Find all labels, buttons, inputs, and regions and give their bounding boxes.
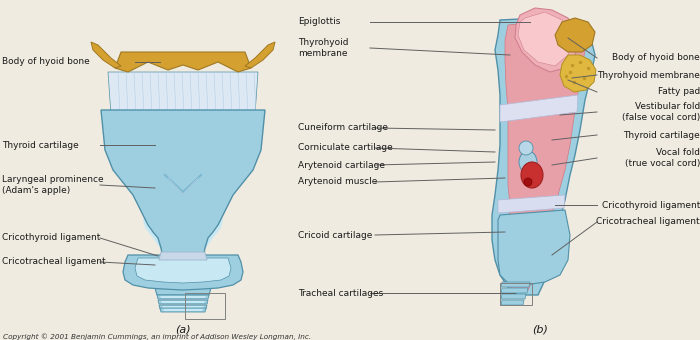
Text: Arytenoid cartilage: Arytenoid cartilage: [298, 160, 385, 170]
Text: Laryngeal prominence
(Adam's apple): Laryngeal prominence (Adam's apple): [2, 175, 104, 195]
Text: Copyright © 2001 Benjamin Cummings, an imprint of Addison Wesley Longman, Inc.: Copyright © 2001 Benjamin Cummings, an i…: [3, 334, 311, 340]
Text: Corniculate cartilage: Corniculate cartilage: [298, 143, 393, 153]
Polygon shape: [518, 12, 572, 66]
Bar: [500, 283, 532, 305]
Polygon shape: [161, 301, 205, 303]
Text: Cricotracheal ligament: Cricotracheal ligament: [2, 257, 106, 267]
Polygon shape: [501, 294, 526, 299]
Polygon shape: [160, 308, 206, 312]
Text: Thyrohyoid membrane: Thyrohyoid membrane: [597, 70, 700, 80]
Polygon shape: [160, 296, 206, 298]
Polygon shape: [515, 8, 578, 72]
Polygon shape: [560, 55, 596, 92]
Polygon shape: [157, 295, 209, 299]
Text: Thyrohyoid
membrane: Thyrohyoid membrane: [298, 38, 349, 58]
Polygon shape: [505, 22, 585, 290]
Text: Cuneiform cartilage: Cuneiform cartilage: [298, 123, 388, 133]
Text: Vestibular fold
(false vocal cord): Vestibular fold (false vocal cord): [622, 102, 700, 122]
Ellipse shape: [521, 162, 543, 188]
Text: Arytenoid muscle: Arytenoid muscle: [298, 177, 377, 187]
Polygon shape: [555, 18, 595, 52]
Polygon shape: [162, 306, 204, 308]
Polygon shape: [159, 252, 207, 260]
Polygon shape: [155, 288, 211, 295]
Polygon shape: [501, 282, 530, 287]
Text: Thyroid cartilage: Thyroid cartilage: [623, 131, 700, 139]
Bar: [185, 293, 225, 319]
Text: Epiglottis: Epiglottis: [298, 17, 340, 27]
Ellipse shape: [519, 141, 533, 155]
Polygon shape: [115, 52, 251, 72]
Text: Body of hyoid bone: Body of hyoid bone: [612, 53, 700, 63]
Polygon shape: [492, 18, 595, 295]
Polygon shape: [108, 72, 258, 115]
Polygon shape: [498, 195, 565, 213]
Polygon shape: [101, 110, 265, 262]
Polygon shape: [501, 288, 528, 293]
Polygon shape: [111, 115, 255, 256]
Text: Tracheal cartilages: Tracheal cartilages: [298, 289, 384, 298]
Polygon shape: [500, 95, 578, 122]
Text: Cricothyroid ligament: Cricothyroid ligament: [2, 234, 100, 242]
Text: Vocal fold
(true vocal cord): Vocal fold (true vocal cord): [624, 148, 700, 168]
Polygon shape: [500, 248, 555, 260]
Polygon shape: [123, 255, 243, 290]
Text: Body of hyoid bone: Body of hyoid bone: [2, 57, 90, 67]
Text: (a): (a): [175, 325, 191, 335]
Ellipse shape: [519, 151, 537, 173]
Text: (b): (b): [532, 325, 548, 335]
Polygon shape: [91, 42, 121, 68]
Polygon shape: [501, 300, 524, 305]
Text: Cricotracheal ligament: Cricotracheal ligament: [596, 218, 700, 226]
Polygon shape: [135, 258, 231, 283]
Text: Cricoid cartilage: Cricoid cartilage: [298, 231, 372, 239]
Polygon shape: [498, 210, 570, 285]
Text: Cricothyroid ligament: Cricothyroid ligament: [601, 201, 700, 209]
Polygon shape: [163, 309, 203, 311]
Polygon shape: [158, 300, 208, 304]
Polygon shape: [159, 305, 207, 309]
Ellipse shape: [524, 178, 532, 186]
Polygon shape: [245, 42, 275, 68]
Text: Fatty pad: Fatty pad: [658, 87, 700, 97]
Text: Thyroid cartilage: Thyroid cartilage: [2, 140, 78, 150]
